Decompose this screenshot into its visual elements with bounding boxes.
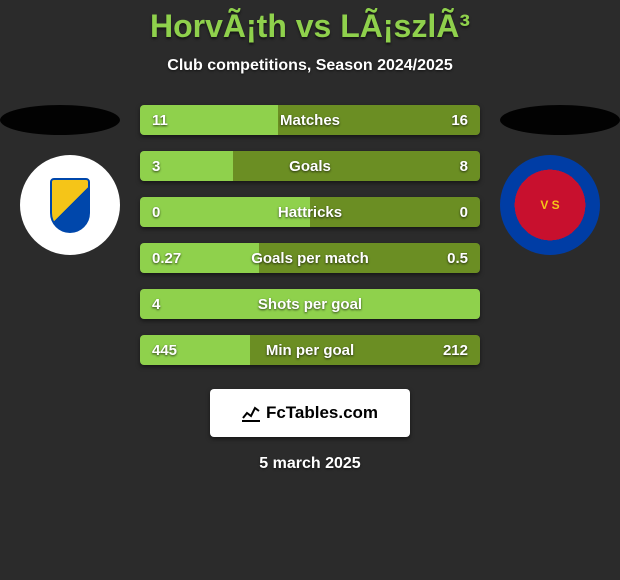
stat-row: 0.27 0.5 Goals per match (140, 243, 480, 273)
stat-bar-right (233, 151, 480, 181)
stat-label: Shots per goal (258, 296, 362, 313)
stat-row: 3 8 Goals (140, 151, 480, 181)
shield-icon (50, 178, 90, 233)
stat-value-right: 0 (460, 204, 468, 221)
stat-value-left: 0 (152, 204, 160, 221)
stat-value-right: 212 (443, 342, 468, 359)
stat-row: 0 0 Hattricks (140, 197, 480, 227)
stat-row: 11 16 Matches (140, 105, 480, 135)
crest-shadow-right (500, 105, 620, 135)
comparison-panel: V S 11 16 Matches 3 8 Goals 0 0 Hattricks 0.27 0.5… (0, 95, 620, 473)
page-title: HorvÃ¡th vs LÃ¡szlÃ³ (0, 0, 620, 45)
stat-value-right: 8 (460, 158, 468, 175)
subtitle: Club competitions, Season 2024/2025 (0, 57, 620, 75)
stat-row: 445 212 Min per goal (140, 335, 480, 365)
stat-value-right: 0.5 (447, 250, 468, 267)
stat-value-left: 4 (152, 296, 160, 313)
date-label: 5 march 2025 (0, 455, 620, 473)
stat-value-left: 11 (152, 112, 168, 129)
crest-shadow-left (0, 105, 120, 135)
stat-label: Hattricks (278, 204, 342, 221)
team-crest-left (20, 155, 120, 255)
stat-row: 4 Shots per goal (140, 289, 480, 319)
branding-badge: FcTables.com (210, 389, 410, 437)
chart-icon (242, 404, 260, 422)
stat-label: Matches (280, 112, 340, 129)
stat-value-left: 445 (152, 342, 177, 359)
stat-value-left: 3 (152, 158, 160, 175)
stat-bars: 11 16 Matches 3 8 Goals 0 0 Hattricks 0.27 0.5 Goal… (140, 95, 480, 365)
stat-value-left: 0.27 (152, 250, 181, 267)
stat-label: Goals per match (251, 250, 369, 267)
branding-text: FcTables.com (266, 403, 378, 423)
crest-text-icon: V S (540, 198, 559, 212)
team-crest-right: V S (500, 155, 600, 255)
stat-label: Goals (289, 158, 331, 175)
stat-value-right: 16 (451, 112, 468, 129)
stat-label: Min per goal (266, 342, 354, 359)
